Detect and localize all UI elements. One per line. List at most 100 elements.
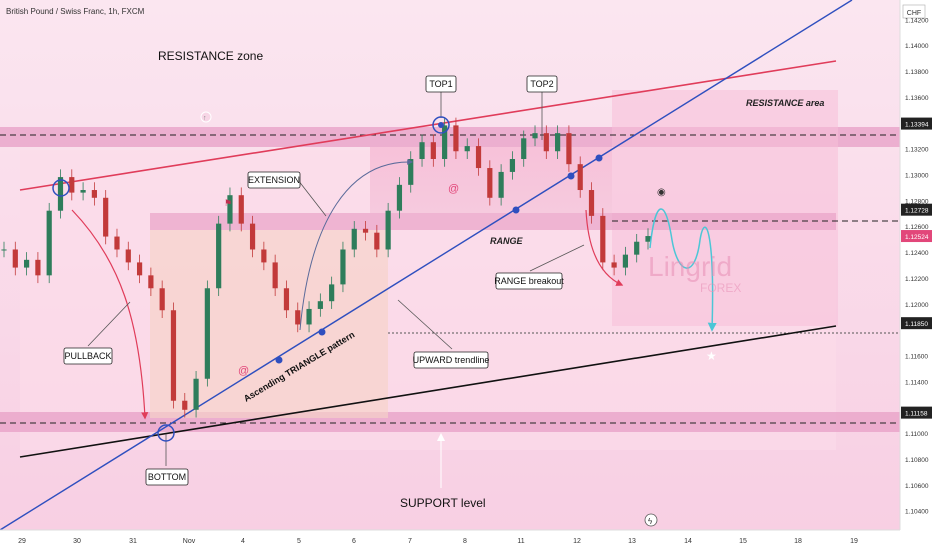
time-tick-label: 31 (129, 538, 137, 545)
price-tick-label: 1.12000 (905, 302, 929, 309)
up-arrow-badge-icon[interactable] (200, 111, 212, 123)
candle-body (509, 159, 516, 172)
range-breakout-label: RANGE breakout (494, 272, 564, 290)
flag-icon: ⚑ (224, 198, 232, 208)
price-tick-label: 1.10400 (905, 509, 929, 516)
svg-text:CHF: CHF (907, 10, 921, 17)
price-tick-label: 1.10600 (905, 483, 929, 490)
price-tick-label: 1.11850 (905, 321, 928, 328)
candle-body (272, 262, 278, 289)
trend-dot-2 (318, 328, 326, 336)
candle-body (136, 262, 143, 276)
candle-body (103, 197, 109, 237)
breakout-arrow (585, 209, 624, 286)
candle-body (385, 210, 391, 250)
price-tick-label: 1.14200 (905, 17, 929, 24)
eye-icon: ◉ (657, 187, 666, 198)
trend-dot-5 (595, 154, 603, 162)
top1-circle[interactable] (432, 116, 450, 134)
candle-body (340, 249, 346, 285)
watermark-brand: Lingrid (648, 251, 732, 282)
candle-body (645, 236, 651, 242)
candle-body (204, 288, 210, 379)
candle-body (193, 378, 199, 410)
price-tick-label: 1.10800 (905, 457, 929, 464)
range-breakout-leader (529, 244, 585, 272)
candle-body (475, 146, 482, 169)
up-arrow-badge-glyph: ↑ (203, 115, 207, 122)
upward-trendline-label: UPWARD trendline (413, 351, 489, 369)
candle-body (46, 210, 52, 276)
candle-body (125, 249, 131, 263)
candle-body (159, 288, 165, 311)
svg-text:RANGE breakout: RANGE breakout (494, 276, 564, 286)
lightning-glyph: ϟ (648, 517, 653, 526)
price-tick-label: 1.11158 (905, 411, 928, 418)
candle-body (329, 284, 335, 302)
price-ticks: 1.14200 1.14000 1.13800 1.13600 1.13394 1.132… (901, 17, 932, 516)
price-tick-label: 1.14000 (905, 43, 929, 50)
price-axis[interactable] (900, 0, 932, 550)
top2-label: TOP2 (526, 75, 558, 93)
candle-body (600, 215, 606, 263)
support-level-label: SUPPORT level (400, 496, 486, 510)
candle-body (148, 275, 154, 289)
candle-body (396, 184, 403, 211)
pullback-leader (87, 301, 131, 347)
left-top-circle[interactable] (52, 179, 70, 197)
symbol-title: British Pound / Swiss Franc, 1h, FXCM (6, 7, 145, 16)
time-tick-label: 7 (408, 538, 412, 545)
extension-label: EXTENSION (247, 171, 301, 189)
extension-arrow (299, 158, 414, 331)
time-ticks: 29 30 31 Nov 4 5 6 7 8 11 12 13 14 15 18 19 (18, 538, 858, 545)
upward-leader (397, 299, 453, 350)
time-tick-label: 6 (352, 538, 356, 545)
candle-body (374, 232, 380, 250)
resistance-trendline (19, 60, 837, 191)
candle-body (261, 249, 267, 263)
pullback-arrow (71, 209, 149, 420)
candle-body (487, 168, 493, 198)
currency-badge: CHF (902, 4, 926, 19)
bottom-circle[interactable] (157, 424, 175, 442)
candle-body (170, 310, 177, 401)
candle-body (419, 142, 425, 159)
support-zone-band (0, 412, 900, 432)
extension-zone (150, 213, 836, 230)
price-tick-label: 1.12800 (905, 198, 929, 205)
price-tick-label: 1.13600 (905, 95, 929, 102)
price-tick-label: 1.12600 (905, 224, 929, 231)
price-tick-label: 1.13000 (905, 173, 929, 180)
resistance-zone-label: RESISTANCE zone (158, 49, 263, 63)
lightning-badge-icon[interactable] (644, 513, 658, 527)
support-leader-head (437, 433, 445, 441)
time-axis[interactable] (0, 530, 900, 550)
top1-label: TOP1 (425, 75, 457, 93)
price-tick-label: 1.11400 (905, 379, 928, 386)
time-tick-label: 14 (684, 538, 692, 545)
candle-body (566, 133, 572, 165)
candle-body (295, 310, 301, 325)
svg-text:BOTTOM: BOTTOM (148, 472, 186, 482)
svg-text:PULLBACK: PULLBACK (64, 351, 111, 361)
candle-body (91, 190, 97, 198)
time-tick-label: 4 (241, 538, 245, 545)
candle-body (521, 138, 527, 159)
candle-body (453, 125, 459, 152)
snail-icon-2: @ (448, 183, 459, 195)
time-tick-label: 19 (850, 538, 858, 545)
price-tick-label: 1.13200 (905, 147, 929, 154)
support-trendline (19, 325, 837, 458)
candle-body (634, 241, 640, 255)
svg-text:TOP2: TOP2 (530, 79, 553, 89)
price-tick-label: 1.12400 (905, 250, 929, 257)
bottom-label: BOTTOM (145, 468, 189, 486)
candle-body (532, 133, 538, 139)
time-tick-label: 13 (628, 538, 636, 545)
candle-body (543, 133, 549, 152)
candle-body (57, 177, 64, 211)
candle-body (430, 142, 436, 159)
range-label: RANGE (490, 236, 523, 246)
